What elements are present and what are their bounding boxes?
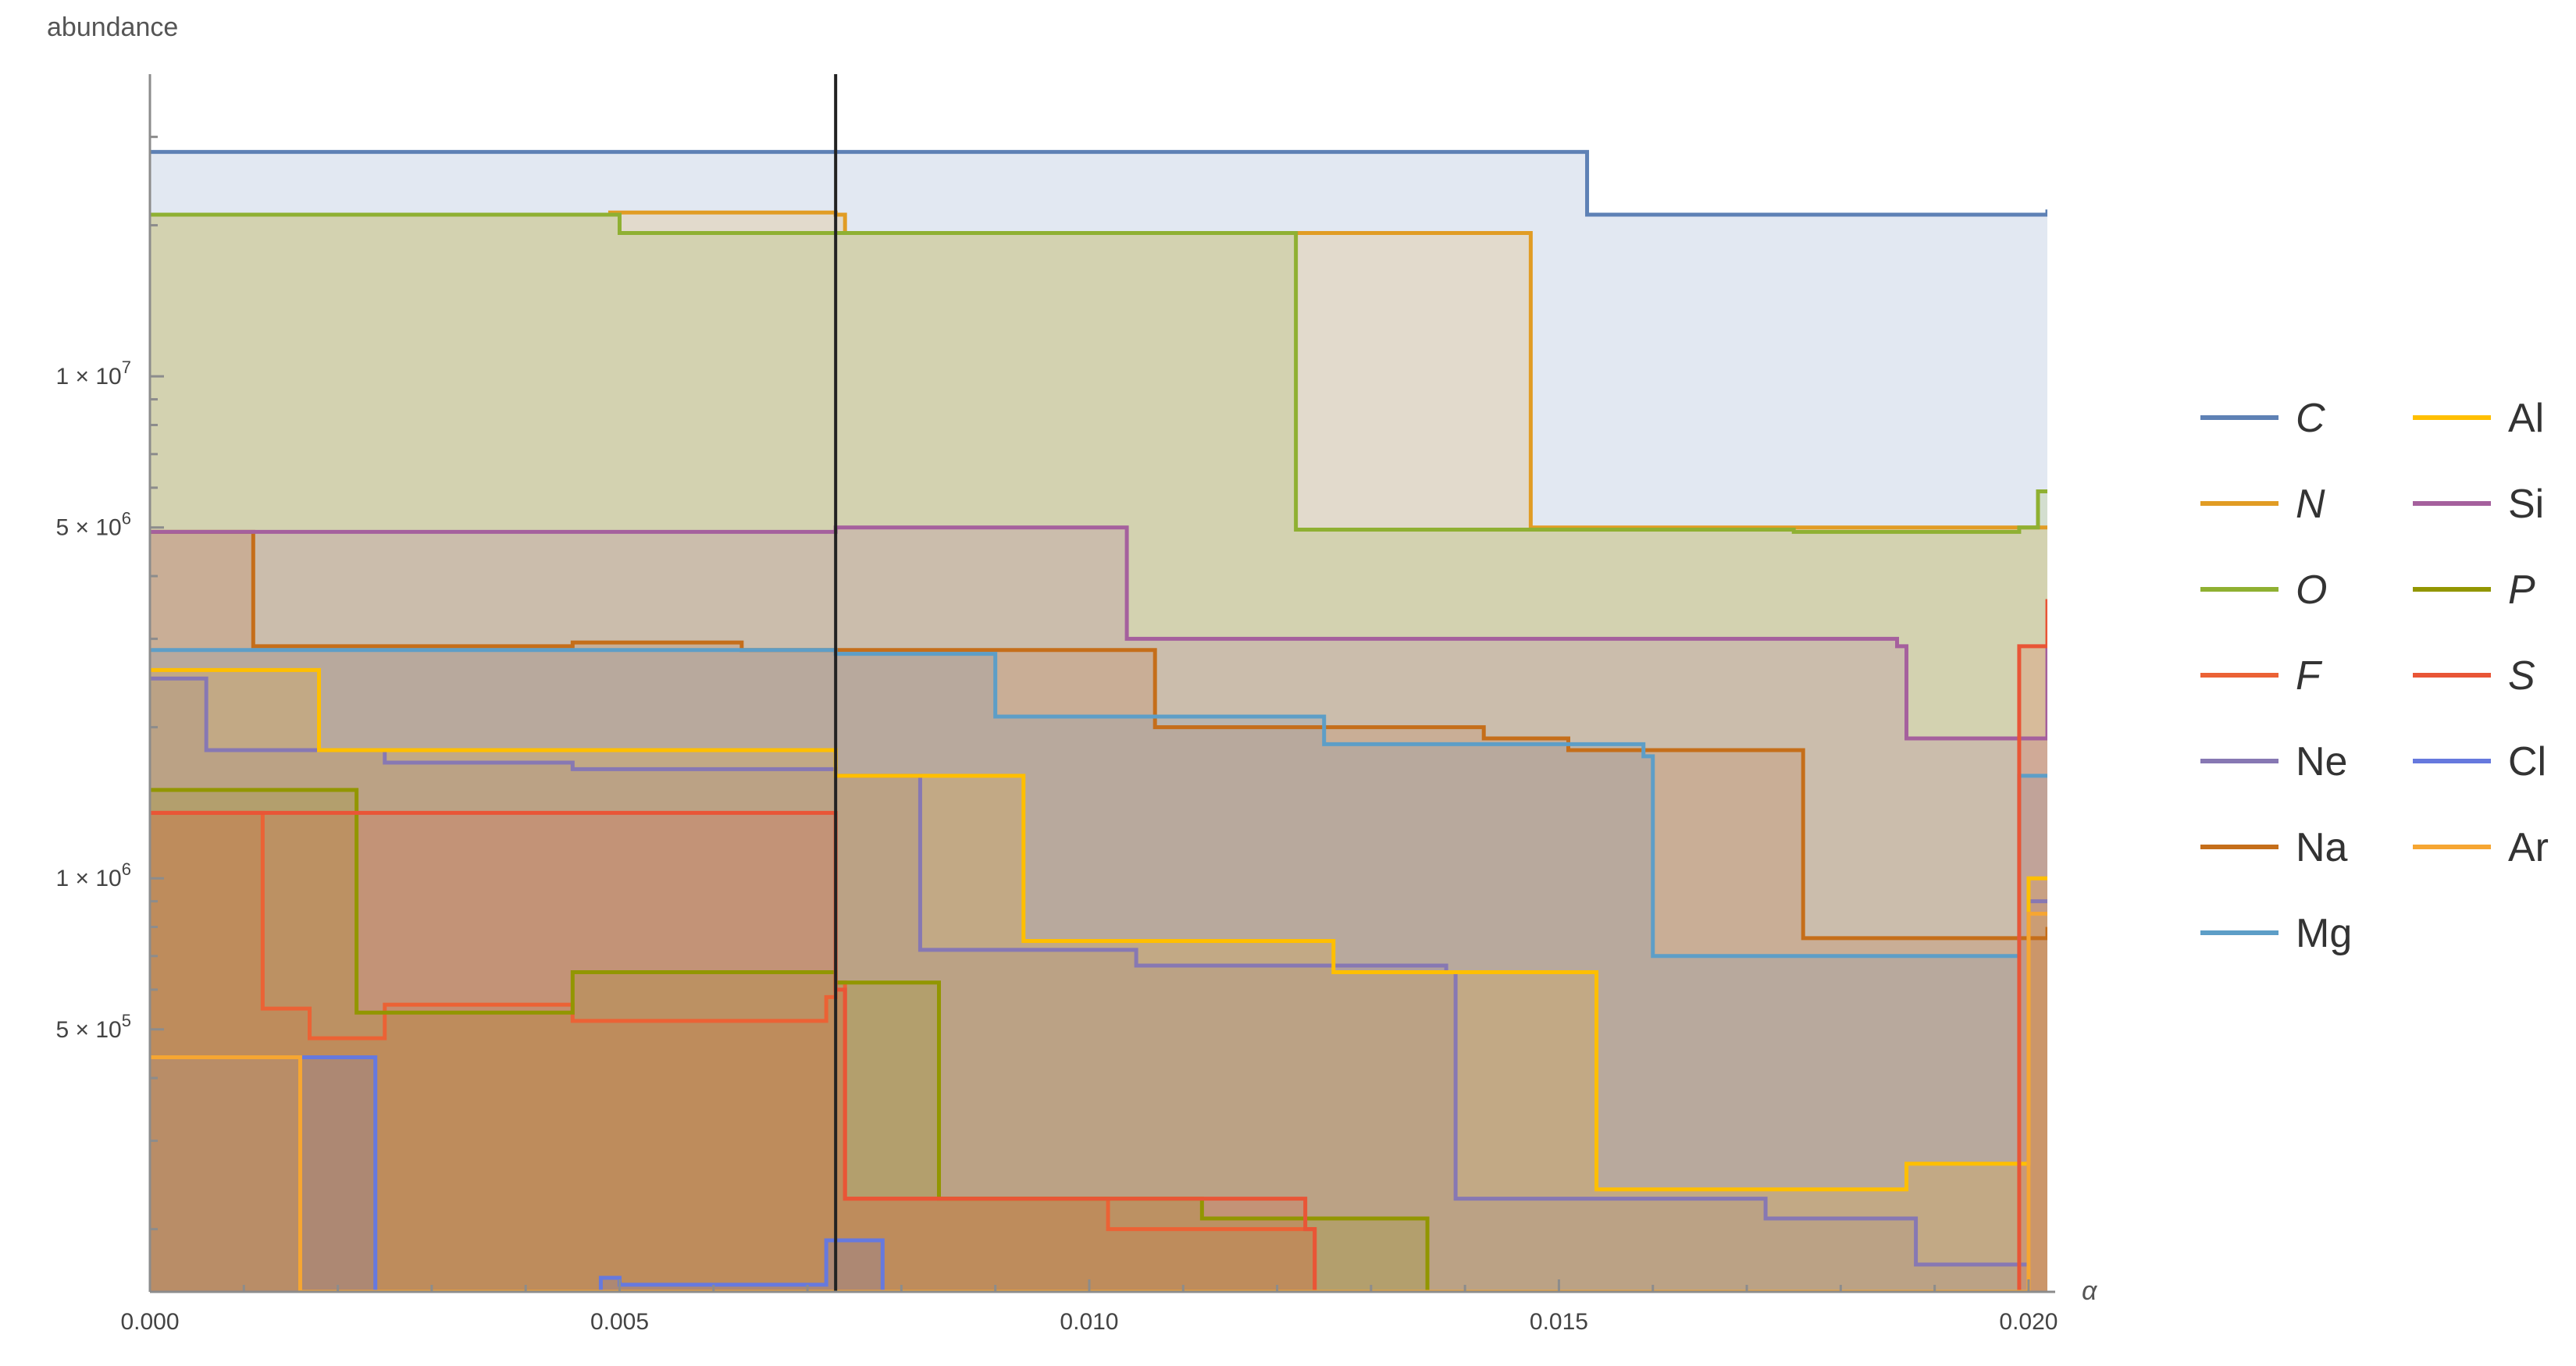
series-fill-al	[150, 670, 2047, 1292]
series-line-p	[150, 788, 1430, 1292]
x-tick-label: 0.000	[120, 1309, 179, 1335]
y-tick-label: 1 × 107	[56, 358, 132, 390]
legend-label-s: S	[2508, 653, 2535, 699]
legend-label-si: Si	[2508, 482, 2544, 527]
series-fill-si	[150, 527, 2047, 1292]
series-line-na	[150, 529, 2047, 941]
series-line-f	[150, 810, 1317, 1292]
x-tick-label: 0.015	[1530, 1309, 1588, 1335]
x-tick-label: 0.010	[1060, 1309, 1118, 1335]
legend-label-n: N	[2296, 482, 2325, 527]
legend-label-o: O	[2296, 567, 2327, 613]
series-line-ar	[150, 912, 2047, 1292]
legend-label-p: P	[2508, 567, 2535, 613]
series-fill-p	[150, 789, 1428, 1292]
legend-label-al: Al	[2508, 396, 2544, 441]
series-line-o	[150, 212, 2047, 534]
legend-label-ar: Ar	[2508, 825, 2549, 870]
series-line-al	[150, 667, 2047, 1192]
legend-label-mg: Mg	[2296, 911, 2352, 956]
y-tick-label: 5 × 106	[56, 509, 132, 541]
series-fill-c	[150, 151, 2047, 1292]
series-fill-s	[150, 599, 2047, 1292]
series-fill-na	[150, 532, 2047, 1292]
series-fill-mg	[150, 649, 2047, 1292]
legend-label-c: C	[2296, 396, 2325, 441]
series-line-ne	[150, 676, 2047, 1267]
y-tick-label: 1 × 106	[56, 859, 132, 891]
series-line-c	[150, 150, 2047, 217]
x-tick-label: 0.005	[590, 1309, 649, 1335]
y-tick-label: 5 × 105	[56, 1011, 132, 1043]
x-tick-label: 0.020	[1999, 1309, 2058, 1335]
series-fill-f	[150, 813, 1315, 1292]
legend-label-cl: Cl	[2508, 739, 2546, 784]
legend-label-f: F	[2296, 653, 2323, 699]
legend-label-na: Na	[2296, 825, 2348, 870]
axes: 0.000 0.005 0.010 0.015 0.020 5 × 105 1 × 106 5…	[47, 12, 2098, 1335]
series-fill-cl	[150, 1057, 883, 1292]
series-fills	[150, 151, 2047, 1292]
y-axis-label: abundance	[47, 12, 178, 42]
legend-label-ne: Ne	[2296, 739, 2347, 784]
series-fill-ne	[150, 678, 2047, 1292]
x-axis-label: α	[2082, 1276, 2098, 1306]
